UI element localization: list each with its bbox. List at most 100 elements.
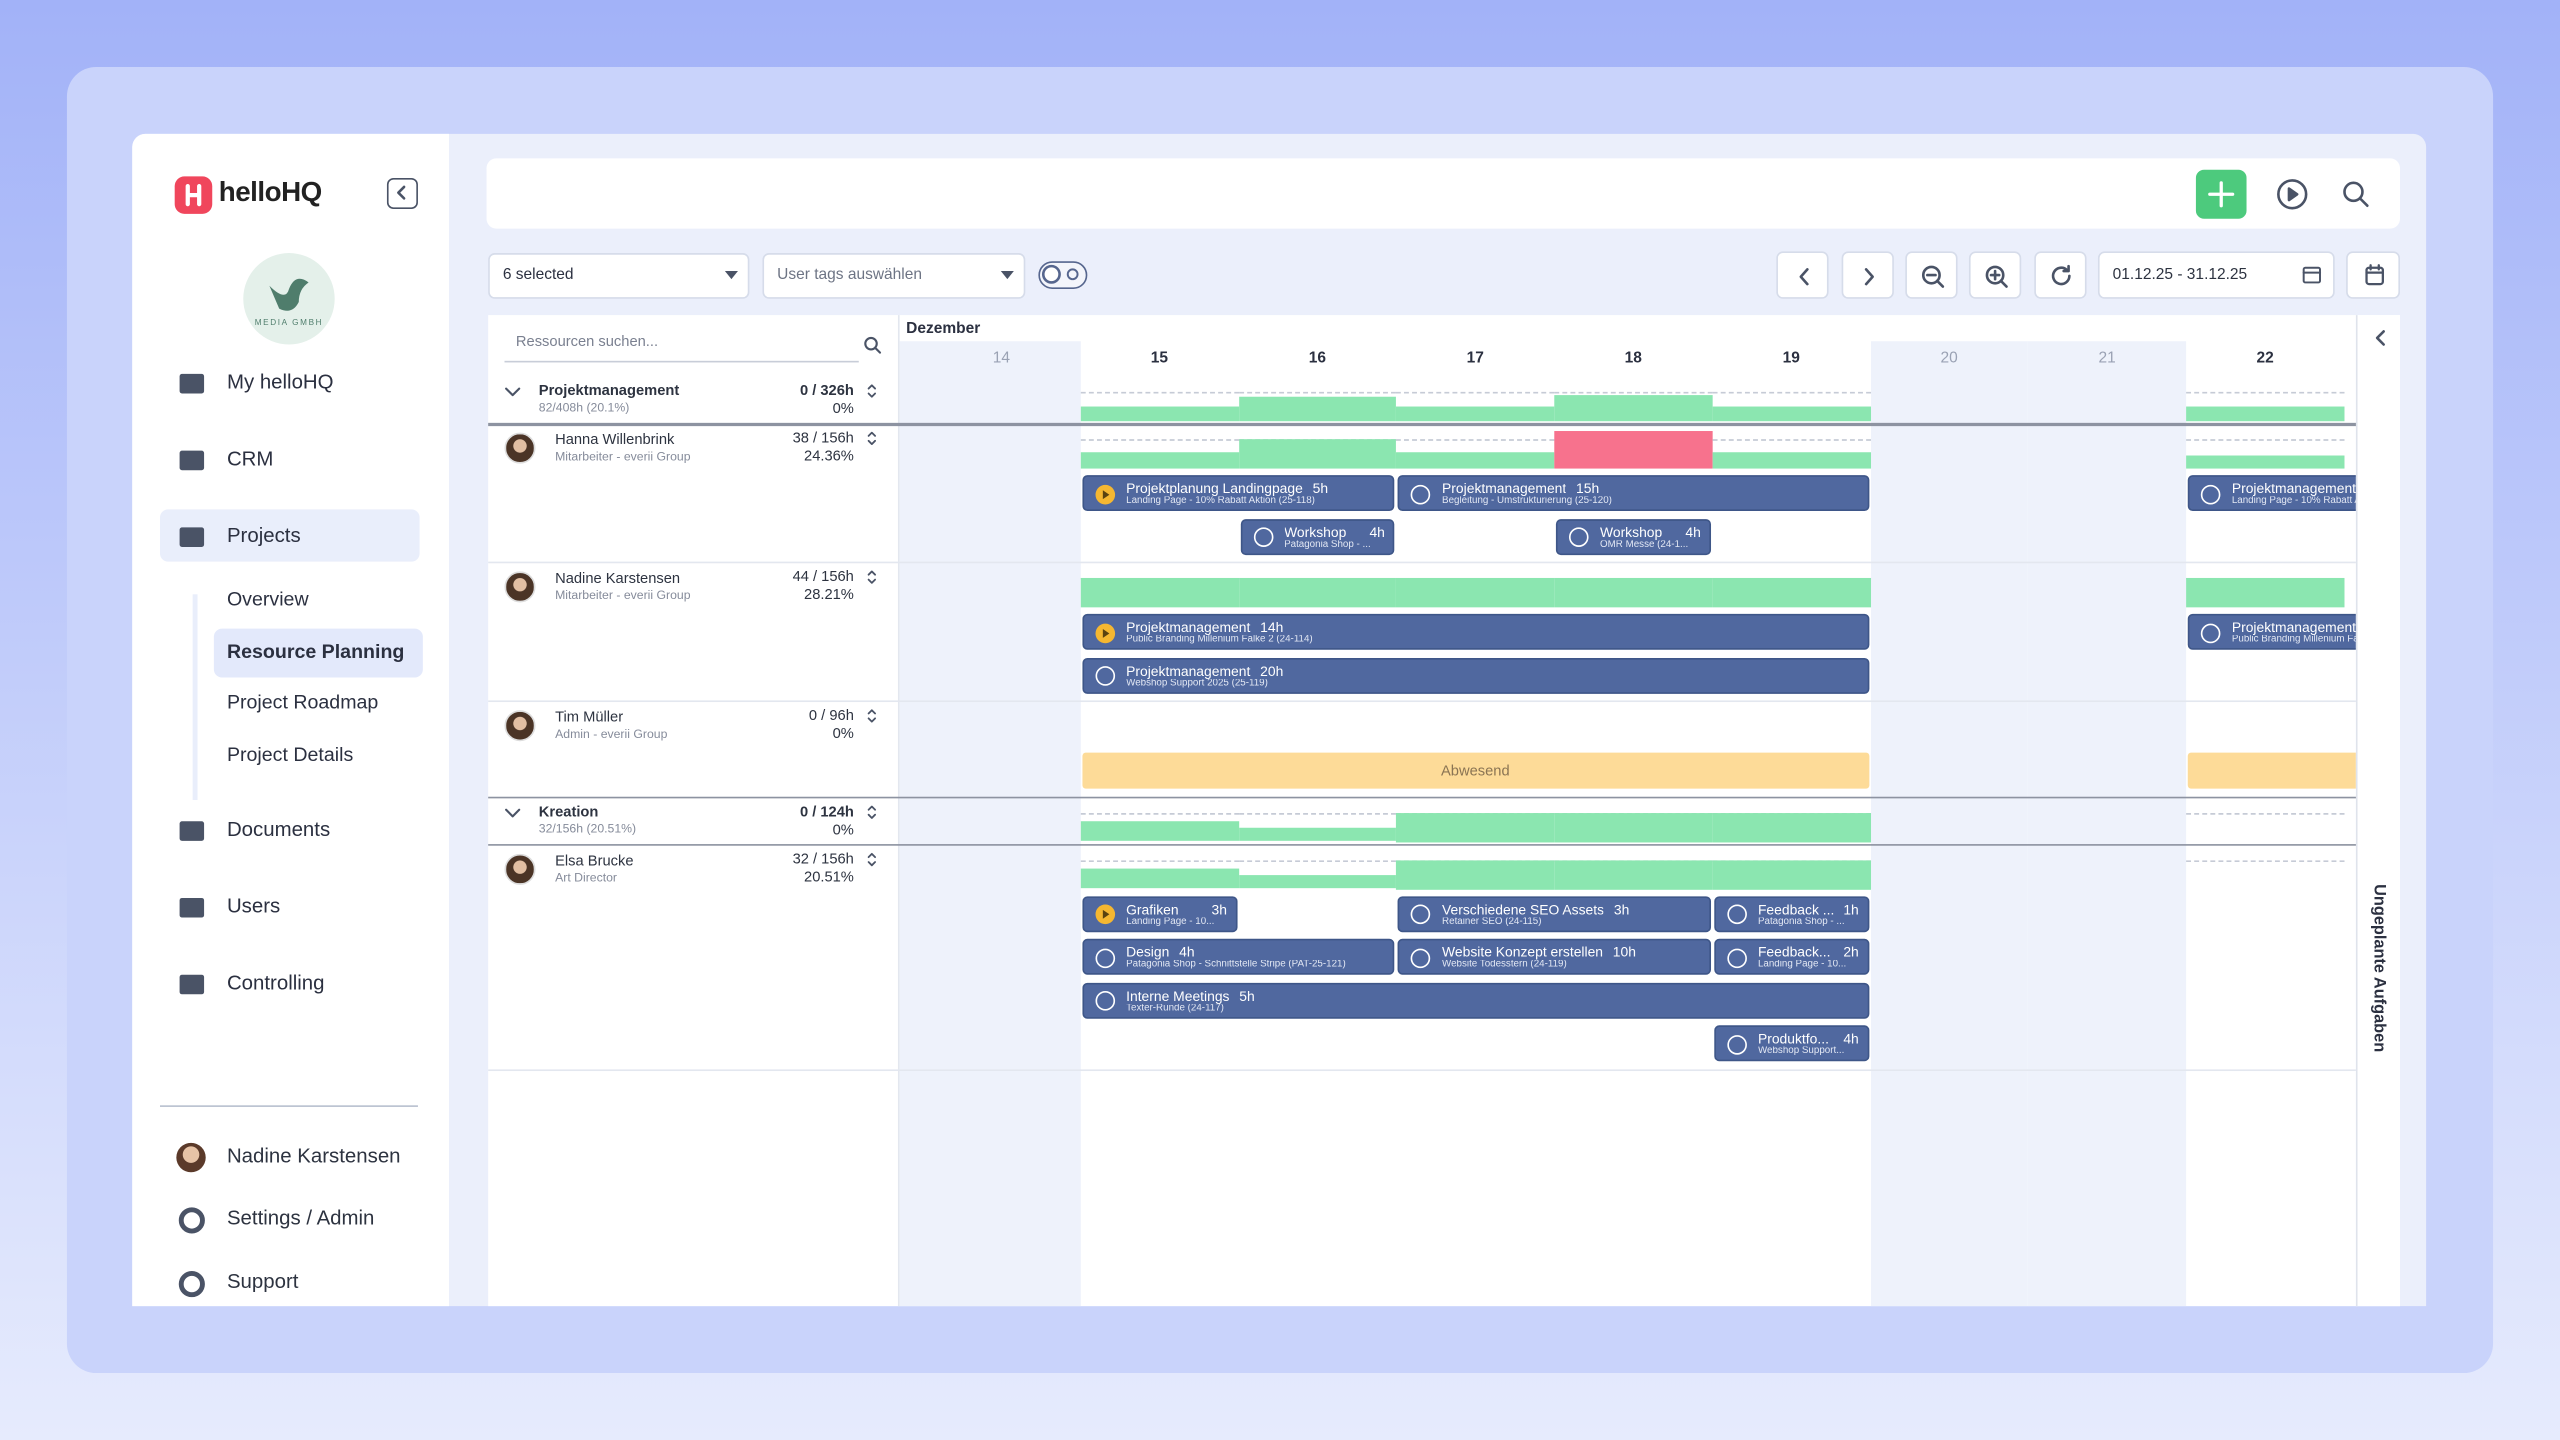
capacity-bar: [1396, 577, 1555, 608]
nav-item[interactable]: Documents: [226, 817, 331, 841]
weekend-column: [899, 341, 1081, 1307]
capacity-bar: [1238, 828, 1397, 842]
task-status-icon: [1095, 666, 1115, 686]
nav-item[interactable]: My helloHQ: [226, 370, 334, 394]
capacity-bar: [1554, 394, 1713, 422]
group-summary: 82/408h (20.1%): [538, 400, 630, 415]
row-divider: [488, 843, 2356, 846]
group-summary: 32/156h (20.51%): [538, 820, 637, 836]
toggle: [1038, 261, 1088, 289]
row-divider: [488, 1068, 2356, 1071]
subnav-active-bg: [213, 627, 423, 677]
subnav-item[interactable]: Project Details: [226, 742, 354, 765]
capacity-limit: [1080, 439, 1239, 441]
search-underline: [504, 360, 859, 363]
task-head: Workshop 4h: [1284, 523, 1385, 539]
task-bar[interactable]: Design 4h Patagonia Shop - Schnittstelle S…: [1082, 938, 1395, 975]
date-range-field[interactable]: [2097, 251, 2335, 299]
avatar: [504, 432, 536, 464]
capacity-bar: [1712, 577, 1871, 608]
task-subtitle: Landing Page - 10...: [1126, 916, 1215, 927]
capacity-bar: [1396, 452, 1555, 469]
task-running-icon: [1095, 484, 1115, 504]
subnav-item[interactable]: Resource Planning: [226, 639, 405, 663]
task-bar[interactable]: Projektmanagement Landing Page - 10% Raba…: [2187, 475, 2356, 512]
resource-search[interactable]: Ressourcen suchen...: [515, 333, 659, 350]
task-head: Design 4h: [1126, 944, 1385, 960]
capacity-limit: [2186, 859, 2345, 862]
task-bar[interactable]: Feedback ... 1h Patagonia Shop - ...: [1713, 895, 1869, 932]
tag-filter[interactable]: [762, 253, 1026, 299]
task-bar[interactable]: Interne Meetings 5h Texter-Runde (24-117): [1082, 982, 1869, 1018]
footer-item[interactable]: Support: [226, 1270, 299, 1294]
resource-hours: 0 / 326h: [799, 382, 854, 399]
zoom-in-button: [1968, 251, 2022, 299]
side-panel[interactable]: [2355, 315, 2400, 1307]
weekend-column: [1870, 341, 2029, 1307]
capacity-limit: [1712, 391, 1871, 394]
capacity-bar: [2186, 577, 2345, 608]
resource-filter[interactable]: [488, 253, 750, 299]
nav-item[interactable]: CRM: [226, 447, 274, 471]
resource-name[interactable]: Nadine Karstensen: [555, 569, 681, 587]
capacity-limit: [1080, 391, 1239, 394]
zoom-out-button: [1905, 251, 1958, 299]
company-logo-text: MEDIA GMBH: [254, 318, 324, 329]
task-head: Feedback ... 1h: [1758, 900, 1859, 916]
capacity-limit: [1396, 439, 1555, 441]
task-bar[interactable]: Website Konzept erstellen 10h Website Tode…: [1397, 938, 1711, 975]
task-bar[interactable]: Verschiedene SEO Assets 3h Retainer SEO (2…: [1397, 895, 1711, 932]
nav-item[interactable]: Controlling: [226, 971, 325, 995]
task-bar[interactable]: Projektmanagement Public Branding Milleni…: [2187, 613, 2356, 650]
task-head: Projektmanagement 20h: [1126, 662, 1859, 678]
nav-item[interactable]: Projects: [226, 524, 301, 547]
task-bar[interactable]: Projektmanagement 15h Begleitung - Umstruk…: [1397, 475, 1869, 512]
weekend-column: [2028, 341, 2187, 1307]
add-button: [2195, 169, 2247, 219]
task-bar[interactable]: Projektplanung Landingpage 5h Landing Page…: [1082, 475, 1395, 512]
avatar: [504, 571, 536, 603]
subnav-item[interactable]: Project Roadmap: [226, 690, 379, 714]
task-title: Grafiken: [1126, 900, 1179, 917]
absence-label: Abwesend: [1440, 762, 1510, 779]
task-bar[interactable]: Workshop 4h OMR Messe (24-1...: [1555, 518, 1711, 555]
capacity-bar: [1080, 577, 1239, 608]
task-bar[interactable]: Workshop 4h Patagonia Shop - ...: [1240, 518, 1395, 555]
task-status-icon: [2200, 484, 2221, 504]
task-title: Projektmanagement: [1126, 618, 1251, 636]
resource-name[interactable]: Tim Müller: [555, 708, 624, 725]
task-title: Verschiedene SEO Assets: [1442, 900, 1605, 917]
date-range-text: 01.12.25 - 31.12.25: [2112, 266, 2248, 285]
task-title: Projektmanagement: [1126, 662, 1251, 679]
sidebar-divider: [160, 1105, 418, 1107]
sort-icon: [865, 802, 878, 820]
resource-name[interactable]: Elsa Brucke: [555, 851, 634, 868]
task-subtitle: Patagonia Shop - Schnittstelle Stripe (P…: [1126, 960, 1346, 970]
capacity-limit: [1554, 391, 1713, 394]
resource-percent: 0%: [832, 400, 854, 417]
task-bar[interactable]: Grafiken 3h Landing Page - 10...: [1082, 895, 1237, 932]
nav-icon: [178, 973, 206, 996]
resource-hours: 32 / 156h: [792, 849, 854, 867]
capacity-bar: [1712, 452, 1871, 469]
resource-name[interactable]: Hanna Willenbrink: [555, 431, 675, 448]
task-subtitle: Public Branding Millenium Falke 2 (24-11…: [2231, 635, 2356, 645]
task-bar[interactable]: Projektmanagement 14h Public Branding Mill…: [1082, 613, 1869, 650]
nav-item[interactable]: Users: [226, 894, 281, 918]
task-subtitle: Landing Page - 10...: [1757, 960, 1847, 970]
subnav-item[interactable]: Overview: [226, 587, 309, 611]
task-bar[interactable]: Feedback... 2h Landing Page - 10...: [1713, 938, 1869, 975]
task-bar[interactable]: Produktfo... 4h Webshop Support...: [1713, 1025, 1869, 1062]
task-bar[interactable]: Projektmanagement 20h Webshop Support 2025…: [1082, 657, 1869, 694]
month-label: Dezember: [906, 320, 981, 338]
footer-item[interactable]: Settings / Admin: [226, 1206, 375, 1230]
brand-name: helloHQ: [218, 176, 322, 208]
dropdown-caret: [724, 271, 738, 281]
absence-bar: [2187, 752, 2356, 789]
task-subtitle: Patagonia Shop - ...: [1757, 916, 1845, 927]
capacity-bar: [1396, 406, 1555, 422]
nav-icon: [178, 526, 206, 549]
task-head: Projektmanagement 15h: [1442, 480, 1859, 496]
user-name[interactable]: Nadine Karstensen: [226, 1144, 401, 1168]
sort-icon: [865, 707, 878, 725]
